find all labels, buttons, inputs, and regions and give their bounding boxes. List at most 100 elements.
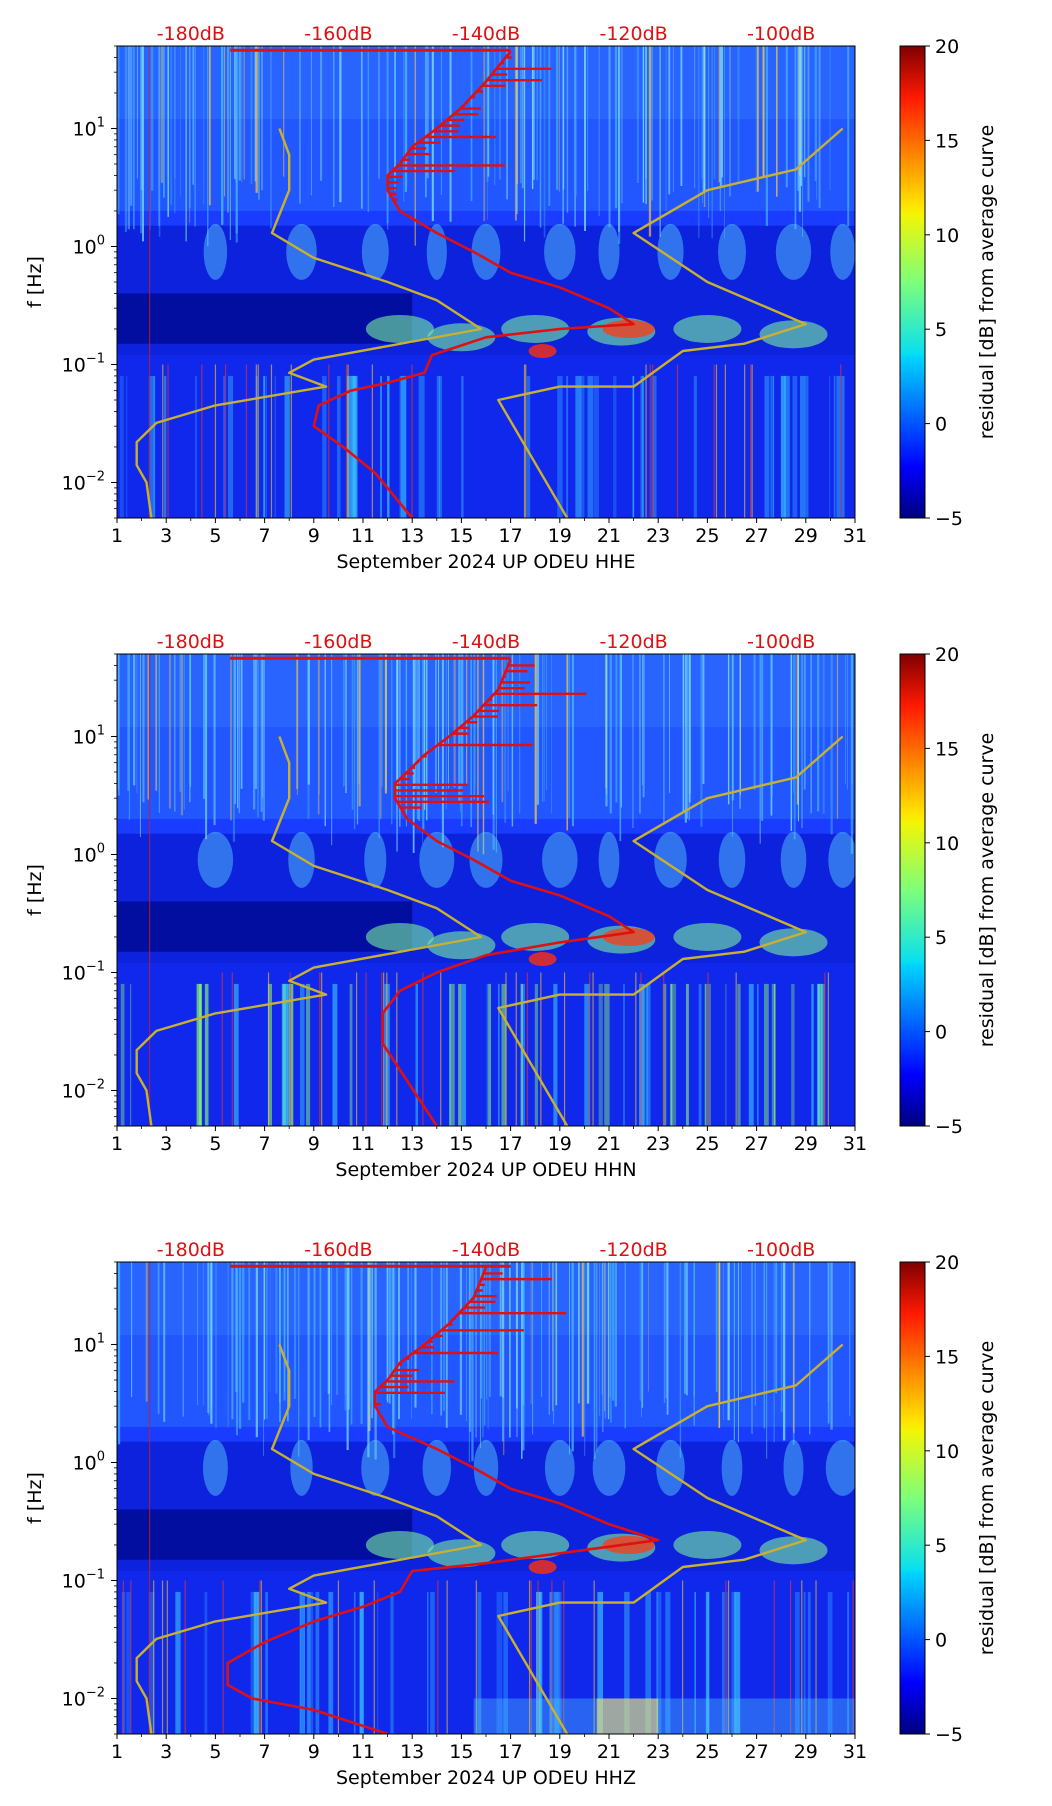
- high-frequency-streak: [296, 654, 298, 796]
- high-frequency-streak: [501, 1262, 504, 1442]
- colorbar-tick-label: 10: [935, 1441, 959, 1463]
- high-frequency-streak: [140, 46, 143, 191]
- transient-line: [652, 364, 654, 518]
- high-frequency-streak: [506, 46, 508, 200]
- high-frequency-streak: [367, 46, 370, 213]
- transient-line: [840, 364, 842, 518]
- x-tick-label: 11: [351, 1741, 375, 1763]
- high-frequency-streak: [136, 46, 138, 179]
- low-frequency-stripe: [725, 1591, 728, 1734]
- vertical-marker-line: [148, 1262, 151, 1734]
- high-frequency-streak: [174, 46, 176, 214]
- high-frequency-streak: [809, 1262, 811, 1435]
- high-frequency-streak: [546, 654, 548, 791]
- high-frequency-streak: [711, 46, 713, 239]
- high-frequency-streak: [414, 654, 417, 789]
- x-tick-label: 3: [160, 525, 172, 547]
- bottom-band-right: [473, 1698, 855, 1734]
- transient-line: [707, 972, 709, 1126]
- high-frequency-streak: [477, 654, 479, 852]
- top-db-label: -140dB: [452, 631, 520, 653]
- low-frequency-stripe: [773, 983, 776, 1126]
- low-frequency-stripe: [579, 375, 585, 518]
- high-frequency-streak: [412, 654, 415, 854]
- high-frequency-streak: [679, 1262, 682, 1458]
- low-frequency-stripe: [380, 375, 383, 518]
- high-frequency-streak: [335, 1262, 339, 1395]
- transient-line: [749, 364, 752, 518]
- low-frequency-stripe: [597, 1591, 604, 1734]
- low-frequency-stripe: [698, 983, 702, 1126]
- high-frequency-streak: [846, 654, 848, 790]
- transient-line: [589, 972, 591, 1126]
- high-frequency-streak: [763, 1262, 766, 1429]
- high-frequency-streak: [262, 654, 265, 821]
- transient-line: [245, 364, 247, 518]
- transient-line: [540, 972, 542, 1126]
- high-frequency-streak: [816, 46, 818, 200]
- top-db-label: -100dB: [747, 1239, 815, 1261]
- microseism-peak: [528, 952, 557, 967]
- high-frequency-streak: [378, 46, 380, 179]
- top-db-label: -120dB: [599, 23, 667, 45]
- x-tick-label: 9: [308, 1741, 320, 1763]
- transient-line: [526, 972, 529, 1126]
- low-frequency-stripe: [829, 375, 831, 518]
- microseism-blob: [598, 831, 620, 888]
- transient-line: [551, 1580, 553, 1734]
- low-frequency-stripe: [737, 983, 741, 1126]
- transient-line: [337, 1580, 340, 1734]
- high-frequency-streak: [356, 654, 359, 825]
- high-frequency-streak: [136, 654, 138, 794]
- high-frequency-streak: [541, 1262, 543, 1397]
- x-axis-label: September 2024 UP ODEU HHN: [335, 1159, 636, 1181]
- low-frequency-stripe: [153, 375, 156, 518]
- high-frequency-streak: [431, 46, 434, 222]
- high-frequency-streak: [555, 1262, 558, 1406]
- low-frequency-stripe: [804, 375, 809, 518]
- transient-line: [681, 1580, 684, 1734]
- high-frequency-streak: [639, 654, 641, 814]
- high-frequency-streak: [185, 46, 187, 242]
- high-frequency-streak: [790, 654, 793, 832]
- microseism-blob: [718, 223, 746, 280]
- high-frequency-streak: [243, 46, 245, 180]
- high-frequency-streak: [484, 1262, 486, 1426]
- high-frequency-streak: [269, 1262, 271, 1393]
- x-tick-label: 17: [499, 525, 523, 547]
- high-frequency-streak: [536, 46, 538, 181]
- x-tick-label: 1: [111, 525, 123, 547]
- high-frequency-streak: [511, 654, 514, 827]
- y-tick-label: 10−1: [62, 1567, 105, 1592]
- high-frequency-streak: [453, 654, 456, 788]
- high-frequency-streak: [487, 46, 488, 220]
- y-tick-label: 100: [73, 233, 105, 258]
- y-axis-label: f [Hz]: [24, 256, 46, 308]
- high-frequency-streak: [426, 654, 428, 821]
- x-tick-label: 13: [400, 1741, 424, 1763]
- high-frequency-streak: [207, 1262, 210, 1413]
- low-frequency-stripe: [704, 983, 706, 1126]
- low-frequency-stripe: [541, 1591, 543, 1734]
- low-frequency-stripe: [792, 375, 798, 518]
- low-frequency-stripe: [748, 983, 754, 1126]
- high-frequency-streak: [539, 46, 542, 228]
- x-tick-label: 29: [794, 1741, 818, 1763]
- high-frequency-streak: [609, 1262, 611, 1398]
- high-frequency-streak: [702, 654, 705, 785]
- low-frequency-stripe: [194, 375, 198, 518]
- high-frequency-streak: [442, 1262, 446, 1411]
- transient-line: [257, 364, 259, 518]
- high-frequency-streak: [179, 654, 182, 792]
- high-frequency-streak: [770, 654, 773, 797]
- high-frequency-streak: [441, 654, 444, 848]
- high-frequency-streak: [405, 654, 407, 827]
- high-frequency-streak: [822, 654, 825, 814]
- high-frequency-streak: [117, 46, 120, 215]
- high-frequency-streak: [345, 654, 347, 794]
- high-frequency-streak: [814, 46, 817, 182]
- high-frequency-streak: [319, 1262, 322, 1428]
- high-frequency-streak: [445, 654, 448, 810]
- high-frequency-streak: [204, 654, 207, 816]
